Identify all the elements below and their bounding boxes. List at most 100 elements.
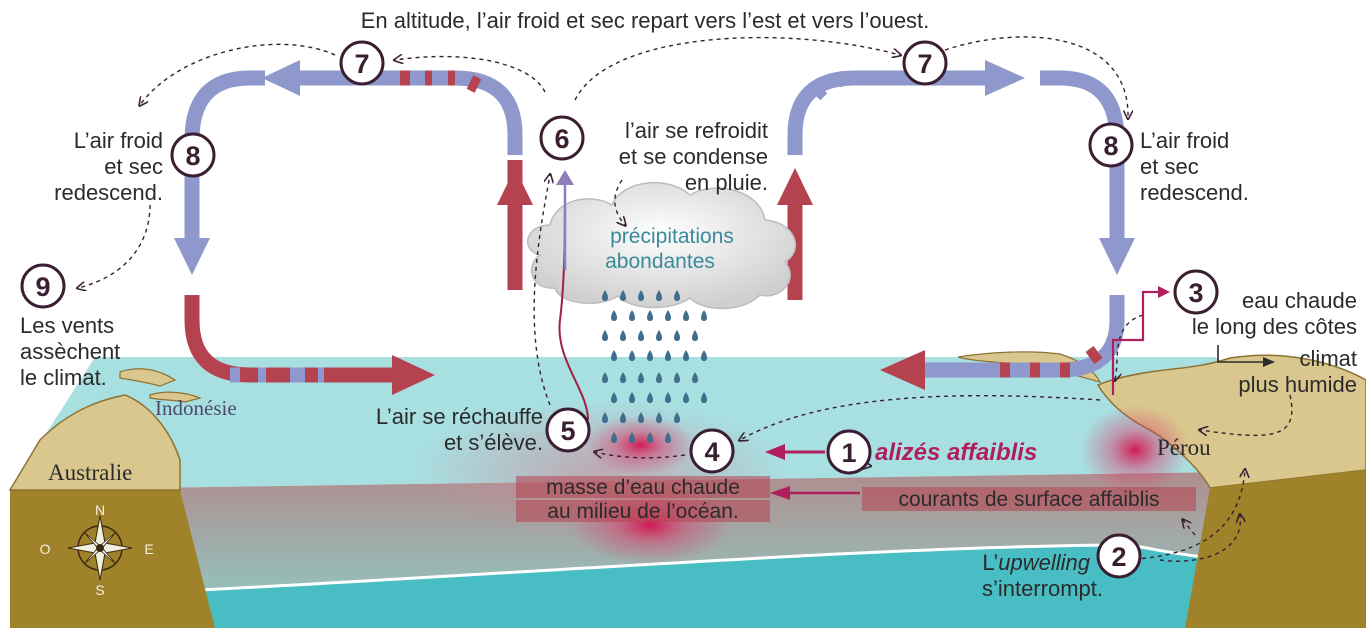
hotspot-west bbox=[585, 415, 695, 475]
step8-right-line3: redescend. bbox=[1140, 180, 1249, 205]
raindrop bbox=[701, 392, 707, 403]
raindrop bbox=[701, 310, 707, 321]
raindrop bbox=[665, 432, 671, 443]
compass-s: S bbox=[95, 582, 104, 598]
step1-label: alizés affaiblis bbox=[875, 439, 1037, 466]
process-arrows bbox=[78, 36, 1293, 562]
raindrop bbox=[701, 350, 707, 361]
raindrop bbox=[620, 290, 626, 301]
top-caption: En altitude, l’air froid et sec repart v… bbox=[361, 8, 930, 33]
compass-e: E bbox=[144, 541, 153, 557]
raindrop bbox=[638, 330, 644, 341]
step-badge-9: 9 bbox=[20, 263, 66, 309]
raindrop bbox=[602, 290, 608, 301]
step2-upwelling: upwelling bbox=[998, 550, 1090, 575]
indonesia-islands bbox=[119, 368, 202, 403]
step-badge-8-right: 8 bbox=[1088, 122, 1134, 168]
svg-text:8: 8 bbox=[185, 141, 200, 171]
trade-winds-arrow bbox=[765, 444, 825, 460]
step-badge-7-right: 7 bbox=[902, 40, 948, 86]
warm-mass-label-box-1 bbox=[516, 476, 770, 498]
raindrop bbox=[656, 290, 662, 301]
right-cell-upper-arrowhead bbox=[985, 60, 1025, 96]
step9-line3: le climat. bbox=[20, 365, 107, 390]
raindrop bbox=[620, 412, 626, 423]
currents-label: courants de surface affaiblis bbox=[898, 488, 1159, 511]
step8-left-line2: et sec bbox=[104, 154, 163, 179]
svg-text:8: 8 bbox=[1103, 131, 1118, 161]
australia-land bbox=[8, 394, 181, 491]
svg-text:4: 4 bbox=[704, 437, 719, 467]
raindrop bbox=[620, 330, 626, 341]
step3-line1: eau chaude bbox=[1242, 288, 1357, 313]
step8-right-line1: L’air froid bbox=[1140, 128, 1229, 153]
deep-cold-water bbox=[200, 545, 1366, 628]
step2-line1: L’upwelling bbox=[982, 550, 1090, 575]
svg-text:2: 2 bbox=[1111, 542, 1126, 572]
step-badge-6: 6 bbox=[539, 115, 585, 161]
step5-line1: L’air se réchauffe bbox=[376, 404, 543, 429]
place-australie: Australie bbox=[48, 460, 132, 485]
raindrop bbox=[611, 392, 617, 403]
svg-text:3: 3 bbox=[1188, 278, 1203, 308]
step8-left-line3: redescend. bbox=[54, 180, 163, 205]
raindrop bbox=[683, 350, 689, 361]
rain-label-line1: précipitations bbox=[610, 225, 734, 248]
surface-currents-arrow bbox=[770, 486, 860, 500]
left-cell-rising-arrowhead bbox=[497, 168, 533, 205]
step8-left-line1: L’air froid bbox=[74, 128, 163, 153]
left-cell-surface-branch bbox=[184, 295, 395, 383]
step2-prefix: L’ bbox=[982, 550, 998, 575]
place-indonesie: Indonésie bbox=[155, 396, 237, 420]
svg-text:7: 7 bbox=[917, 49, 932, 79]
climate-arrow bbox=[1217, 345, 1275, 367]
raindrop bbox=[656, 372, 662, 383]
raindrop bbox=[665, 392, 671, 403]
step3-line4: plus humide bbox=[1238, 372, 1357, 397]
raindrop bbox=[647, 350, 653, 361]
step-badge-1: 1 bbox=[826, 429, 872, 475]
raindrop bbox=[638, 290, 644, 301]
step6-line2: et se condense bbox=[619, 144, 768, 169]
raindrop bbox=[647, 310, 653, 321]
step4-line2: au milieu de l’océan. bbox=[547, 500, 738, 523]
step4-line1: masse d’eau chaude bbox=[546, 476, 740, 499]
step-badge-8-left: 8 bbox=[170, 132, 216, 178]
step-badge-2: 2 bbox=[1096, 533, 1142, 579]
step2-line2: s’interrompt. bbox=[982, 576, 1103, 601]
raindrop bbox=[692, 330, 698, 341]
step-badge-5: 5 bbox=[545, 407, 591, 453]
svg-text:5: 5 bbox=[560, 416, 575, 446]
raindrop bbox=[611, 432, 617, 443]
south-america-block bbox=[1185, 470, 1366, 628]
raindrop bbox=[674, 412, 680, 423]
raindrop bbox=[674, 330, 680, 341]
rain-cloud bbox=[526, 182, 796, 310]
rain-label-line2: abondantes bbox=[605, 250, 715, 273]
right-cell-descending-arrowhead bbox=[1099, 238, 1135, 275]
left-cell-descending-arrowhead bbox=[174, 238, 210, 275]
raindrop bbox=[602, 412, 608, 423]
raindrop bbox=[638, 372, 644, 383]
rising-air-arrowhead bbox=[556, 170, 574, 185]
raindrop bbox=[611, 310, 617, 321]
step8-right-line2: et sec bbox=[1140, 154, 1199, 179]
svg-text:7: 7 bbox=[354, 49, 369, 79]
raindrop bbox=[647, 392, 653, 403]
raindrop bbox=[629, 392, 635, 403]
place-perou: Pérou bbox=[1157, 435, 1211, 460]
hotspot-peru bbox=[1080, 405, 1190, 495]
raindrop bbox=[611, 350, 617, 361]
raindrop bbox=[692, 372, 698, 383]
raindrop bbox=[647, 432, 653, 443]
warm-mass-label-box-2 bbox=[516, 500, 770, 522]
raindrop bbox=[629, 310, 635, 321]
right-cell-upper-branch bbox=[787, 70, 990, 155]
compass-rose: N S E O bbox=[40, 502, 154, 598]
raindrop bbox=[602, 330, 608, 341]
svg-text:1: 1 bbox=[841, 438, 856, 468]
raindrop bbox=[683, 310, 689, 321]
right-cell-surface-arrowhead bbox=[880, 350, 925, 390]
right-cell-rising-arrowhead bbox=[777, 168, 813, 205]
raindrop bbox=[674, 372, 680, 383]
